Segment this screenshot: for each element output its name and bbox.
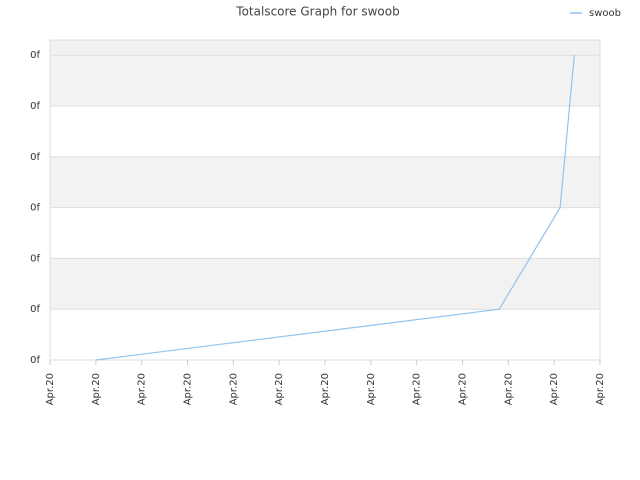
y-tick-label: 0f bbox=[30, 203, 40, 214]
y-tick-label: 0f bbox=[30, 355, 40, 366]
y-tick-label: 0f bbox=[30, 152, 40, 163]
x-tick-label: Apr.20 bbox=[137, 373, 148, 405]
x-tick-label: Apr.20 bbox=[412, 373, 423, 405]
x-tick-label: Apr.20 bbox=[274, 373, 285, 405]
grid-band bbox=[50, 258, 600, 310]
y-tick-label: 0f bbox=[30, 253, 40, 264]
series-line bbox=[95, 55, 575, 361]
x-tick-label: Apr.20 bbox=[549, 373, 560, 405]
legend-label: swoob bbox=[589, 8, 621, 19]
y-tick-label: 0f bbox=[30, 101, 40, 112]
y-tick-label: 0f bbox=[30, 304, 40, 315]
x-tick-label: Apr.20 bbox=[320, 373, 331, 405]
x-tick-label: Apr.20 bbox=[503, 373, 514, 405]
x-tick-label: Apr.20 bbox=[183, 373, 194, 405]
grid-band bbox=[50, 40, 600, 56]
x-tick-label: Apr.20 bbox=[458, 373, 469, 405]
x-tick-label: Apr.20 bbox=[366, 373, 377, 405]
y-tick-label: 0f bbox=[30, 50, 40, 61]
plot-bands bbox=[50, 40, 600, 360]
x-tick-label: Apr.20 bbox=[91, 373, 102, 405]
grid-band bbox=[50, 55, 600, 107]
x-tick-label: Apr.20 bbox=[45, 373, 56, 405]
chart-title: Totalscore Graph for swoob bbox=[235, 5, 399, 19]
x-tick-label: Apr.20 bbox=[595, 373, 606, 405]
x-tick-label: Apr.20 bbox=[228, 373, 239, 405]
grid-band bbox=[50, 156, 600, 208]
